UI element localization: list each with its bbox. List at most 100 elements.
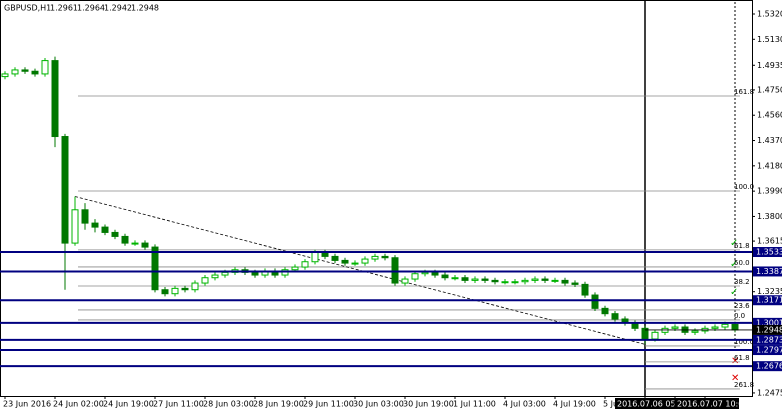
candle-body: [611, 313, 619, 320]
candle-body: [581, 283, 589, 296]
candle-body: [591, 294, 599, 309]
candle-body: [91, 222, 99, 228]
x-tick-label: 27 Jun 11:00: [153, 400, 204, 409]
quote-low: 1.2942: [104, 4, 132, 13]
candle-body: [441, 274, 449, 279]
candle-body: [401, 278, 409, 284]
y-tick-label: 1.3800: [757, 212, 782, 221]
time-box: [675, 398, 739, 409]
y-tick-label: 1.4750: [757, 85, 782, 94]
symbol-title: GBPUSD,H1: [4, 4, 51, 13]
y-tick-label: 1.4560: [757, 111, 782, 120]
check-icon: ✓: [730, 259, 738, 270]
x-tick-label: 23 Jun 2016: [3, 400, 51, 409]
x-tick-label: 24 Jun 02:00: [53, 400, 104, 409]
signals: ✓ ✓ ✓ ✕ ✕: [730, 238, 739, 384]
level-label: 1.3533: [756, 248, 782, 257]
candle-body: [431, 271, 439, 276]
price-box: [753, 317, 782, 328]
time-box: [615, 398, 679, 409]
x-tick-label: 29 Jun 11:00: [303, 400, 354, 409]
candle-body: [131, 242, 139, 245]
x-tick-label: 28 Jun 19:00: [253, 400, 304, 409]
candle-body: [301, 261, 309, 268]
x-tick-label: 30 Jun 19:00: [403, 400, 454, 409]
candle-body: [311, 251, 319, 263]
fib-label: 0.0: [734, 312, 745, 320]
fib-label: 38.2: [734, 278, 750, 286]
candle-body: [291, 266, 299, 271]
quote-open: 1.2961: [50, 4, 78, 13]
candle-body: [171, 287, 179, 295]
price-box: [753, 334, 782, 345]
fib-label: 100.0: [734, 183, 754, 191]
candle-body: [561, 279, 569, 284]
candle-body: [351, 262, 359, 265]
price-box: [753, 345, 782, 356]
candle-body: [711, 326, 719, 329]
candle-body: [341, 259, 349, 264]
candle-body: [41, 60, 49, 75]
candle-body: [651, 331, 659, 340]
fib-label: 161.8: [734, 88, 754, 96]
price-box: [753, 266, 782, 277]
candle-body: [361, 258, 369, 264]
candle-body: [521, 279, 529, 283]
candle-body: [411, 273, 419, 280]
candle-body: [151, 246, 159, 291]
candle-body: [551, 279, 559, 282]
candle-body: [61, 136, 69, 244]
price-box: [753, 295, 782, 306]
current-price-label: 1.2948: [756, 325, 782, 334]
fib-label: 100.0: [734, 338, 754, 346]
fib-label: 50.0: [734, 259, 750, 267]
candle-body: [111, 231, 119, 237]
candle-body: [121, 235, 129, 244]
candle-body: [1, 73, 9, 78]
check-icon: ✓: [730, 287, 738, 298]
candle-body: [31, 70, 39, 75]
y-tick-label: 1.3235: [757, 287, 782, 296]
x-tick-label: 30 Jun 03:00: [353, 400, 404, 409]
candle-body: [571, 282, 579, 285]
candle-body: [331, 255, 339, 261]
level-label: 1.3387: [756, 267, 782, 276]
level-label: 1.3001: [756, 318, 782, 327]
candle-body: [481, 278, 489, 281]
candle-body: [181, 287, 189, 291]
candle-body: [501, 281, 509, 284]
candle-body: [11, 69, 19, 75]
candle-body: [691, 330, 699, 333]
candle-body: [601, 307, 609, 315]
y-tick-label: 1.5130: [757, 35, 782, 44]
fib-label: 61.8: [734, 242, 750, 250]
y-tick-label: 1.5320: [757, 9, 782, 18]
candle-body: [471, 278, 479, 281]
y-tick-label: 1.4370: [757, 136, 782, 145]
fib-label: 61.8: [734, 354, 750, 362]
candle-body: [391, 257, 399, 284]
candle-body: [211, 274, 219, 279]
quote-close: 1.2948: [131, 4, 159, 13]
candle-body: [201, 277, 209, 284]
quote-high: 1.2964: [77, 4, 105, 13]
fib-label: 23.6: [734, 302, 750, 310]
candle-body: [81, 209, 89, 224]
x-tick-label: 4 Jul 03:00: [503, 400, 546, 409]
candle-body: [101, 226, 109, 233]
level-label: 1.2873: [756, 335, 782, 344]
check-icon: ✓: [730, 238, 738, 249]
price-box: [753, 247, 782, 258]
y-tick-label: 1.3990: [757, 187, 782, 196]
x-tick-label: 4 Jul 19:00: [553, 400, 596, 409]
candle-body: [161, 289, 169, 295]
candle-body: [671, 326, 679, 329]
x-tick-label: 28 Jun 03:00: [203, 400, 254, 409]
candle-body: [51, 60, 59, 138]
candle-body: [21, 69, 29, 72]
candle-body: [511, 281, 519, 284]
candle-body: [421, 271, 429, 275]
y-tick-label: 1.3615: [757, 237, 782, 246]
